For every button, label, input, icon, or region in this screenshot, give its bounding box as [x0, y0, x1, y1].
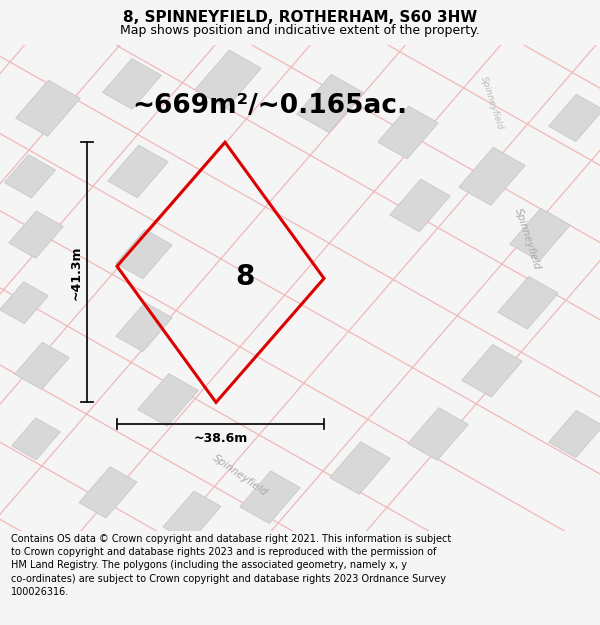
- Polygon shape: [390, 179, 450, 232]
- Polygon shape: [0, 282, 49, 324]
- Polygon shape: [116, 229, 172, 279]
- Text: 8, SPINNEYFIELD, ROTHERHAM, S60 3HW: 8, SPINNEYFIELD, ROTHERHAM, S60 3HW: [123, 10, 477, 25]
- Polygon shape: [240, 471, 300, 524]
- Polygon shape: [195, 50, 261, 108]
- Polygon shape: [510, 208, 570, 261]
- Text: 8: 8: [235, 263, 254, 291]
- Polygon shape: [15, 342, 69, 389]
- Text: ~669m²/~0.165ac.: ~669m²/~0.165ac.: [132, 92, 407, 119]
- Polygon shape: [549, 94, 600, 141]
- Polygon shape: [16, 80, 80, 136]
- Polygon shape: [116, 302, 172, 352]
- Polygon shape: [9, 211, 63, 258]
- Polygon shape: [11, 418, 61, 460]
- Polygon shape: [4, 154, 56, 198]
- Polygon shape: [103, 59, 161, 109]
- Polygon shape: [79, 467, 137, 518]
- Polygon shape: [498, 276, 558, 329]
- Text: Spinneyfield: Spinneyfield: [211, 452, 269, 498]
- Text: Spinneyfield: Spinneyfield: [514, 208, 542, 272]
- Polygon shape: [108, 145, 168, 198]
- Polygon shape: [330, 442, 390, 494]
- Polygon shape: [297, 74, 363, 132]
- Polygon shape: [549, 411, 600, 458]
- Polygon shape: [462, 344, 522, 397]
- Polygon shape: [408, 408, 468, 460]
- Text: Spinneyfield: Spinneyfield: [479, 76, 505, 131]
- Text: ~38.6m: ~38.6m: [193, 432, 248, 445]
- Polygon shape: [138, 374, 198, 426]
- Text: ~41.3m: ~41.3m: [69, 245, 82, 299]
- Text: Contains OS data © Crown copyright and database right 2021. This information is : Contains OS data © Crown copyright and d…: [11, 534, 451, 597]
- Polygon shape: [163, 491, 221, 542]
- Polygon shape: [378, 106, 438, 159]
- Text: Map shows position and indicative extent of the property.: Map shows position and indicative extent…: [120, 24, 480, 37]
- Polygon shape: [459, 148, 525, 205]
